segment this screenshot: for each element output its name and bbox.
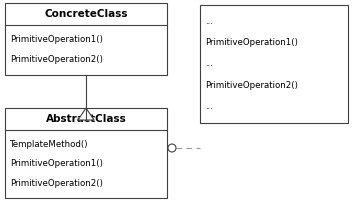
Text: ...: ... bbox=[205, 102, 213, 112]
Circle shape bbox=[168, 144, 176, 152]
Bar bbox=[5, 3, 167, 75]
Text: PrimitiveOperation2(): PrimitiveOperation2() bbox=[10, 55, 103, 64]
Text: TemplateMethod(): TemplateMethod() bbox=[10, 140, 88, 149]
Text: PrimitiveOperation2(): PrimitiveOperation2() bbox=[10, 179, 103, 188]
Text: PrimitiveOperation1(): PrimitiveOperation1() bbox=[10, 35, 103, 45]
Text: ConcreteClass: ConcreteClass bbox=[44, 9, 128, 19]
Text: PrimitiveOperation2(): PrimitiveOperation2() bbox=[205, 81, 298, 90]
Text: PrimitiveOperation1(): PrimitiveOperation1() bbox=[205, 38, 298, 47]
Text: AbstractClass: AbstractClass bbox=[46, 114, 126, 124]
Bar bbox=[5, 108, 167, 198]
Text: PrimitiveOperation1(): PrimitiveOperation1() bbox=[10, 160, 103, 168]
Polygon shape bbox=[78, 108, 94, 120]
Text: ...: ... bbox=[205, 59, 213, 68]
Text: ...: ... bbox=[205, 17, 213, 26]
Bar bbox=[200, 5, 348, 123]
